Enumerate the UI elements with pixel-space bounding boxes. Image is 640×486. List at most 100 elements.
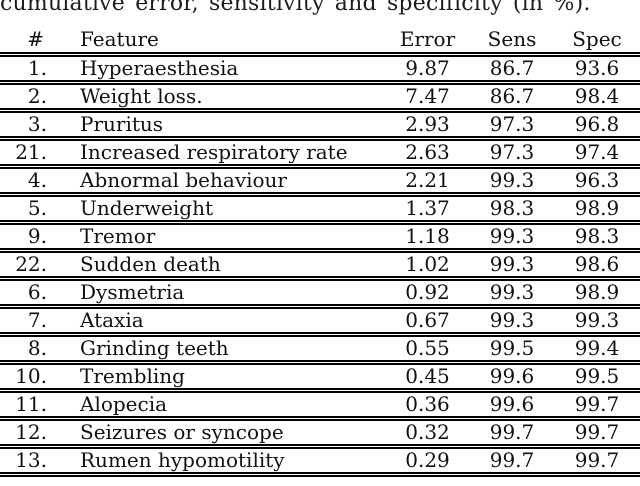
cell-sens: 99.7 xyxy=(489,448,535,472)
table-row: 3. Pruritus 2.93 97.3 96.8 xyxy=(0,110,640,138)
cell-spec: 96.8 xyxy=(574,112,620,136)
cell-sens: 86.7 xyxy=(489,56,535,80)
header-row: # Feature Error Sens Spec xyxy=(0,27,640,54)
table-row: 22. Sudden death 1.02 99.3 98.6 xyxy=(0,250,640,278)
results-table: # Feature Error Sens Spec 1. Hyperaesthe… xyxy=(0,27,640,477)
cell-feature: Alopecia xyxy=(80,392,168,416)
table-row: 21. Increased respiratory rate 2.63 97.3… xyxy=(0,138,640,166)
cell-spec: 99.4 xyxy=(574,336,620,360)
cell-number: 13. xyxy=(15,448,47,472)
column-header-number: # xyxy=(27,27,44,52)
cell-number: 6. xyxy=(27,280,47,304)
cell-feature: Trembling xyxy=(80,364,185,388)
cell-feature: Abnormal behaviour xyxy=(80,168,287,192)
cell-feature: Ataxia xyxy=(80,308,144,332)
cell-number: 11. xyxy=(15,392,47,416)
table-row: 2. Weight loss. 7.47 86.7 98.4 xyxy=(0,82,640,110)
cell-number: 21. xyxy=(15,140,47,164)
cell-feature: Dysmetria xyxy=(80,280,185,304)
cell-sens: 97.3 xyxy=(489,112,535,136)
table-row: 11. Alopecia 0.36 99.6 99.7 xyxy=(0,390,640,418)
cell-number: 3. xyxy=(27,112,47,136)
cell-spec: 98.9 xyxy=(574,280,620,304)
table-caption-clip: cumulative error, sensitivity and specif… xyxy=(0,0,640,20)
cell-spec: 98.4 xyxy=(574,84,620,108)
cell-feature: Sudden death xyxy=(80,252,221,276)
cell-error: 0.55 xyxy=(405,336,450,360)
cell-error: 1.02 xyxy=(405,252,450,276)
cell-error: 1.18 xyxy=(405,224,450,248)
column-header-feature: Feature xyxy=(80,27,159,52)
cell-sens: 99.3 xyxy=(489,224,535,248)
cell-number: 12. xyxy=(15,420,47,444)
cell-feature: Hyperaesthesia xyxy=(80,56,239,80)
table-row: 13. Rumen hypomotility 0.29 99.7 99.7 xyxy=(0,446,640,474)
cell-sens: 99.3 xyxy=(489,168,535,192)
table-row: 7. Ataxia 0.67 99.3 99.3 xyxy=(0,306,640,334)
cell-spec: 97.4 xyxy=(574,140,620,164)
cell-sens: 99.6 xyxy=(489,364,535,388)
cell-number: 4. xyxy=(27,168,47,192)
cell-sens: 99.7 xyxy=(489,420,535,444)
table-row: 6. Dysmetria 0.92 99.3 98.9 xyxy=(0,278,640,306)
cell-spec: 99.7 xyxy=(574,392,620,416)
cell-error: 0.36 xyxy=(405,392,450,416)
cell-feature: Seizures or syncope xyxy=(80,420,284,444)
cell-number: 8. xyxy=(27,336,47,360)
cell-feature: Pruritus xyxy=(80,112,164,136)
cell-feature: Weight loss. xyxy=(80,84,203,108)
column-header-error: Error xyxy=(399,27,456,52)
cell-sens: 97.3 xyxy=(489,140,535,164)
cell-feature: Grinding teeth xyxy=(80,336,229,360)
cell-error: 0.45 xyxy=(405,364,450,388)
cell-error: 0.32 xyxy=(405,420,450,444)
column-header-sens: Sens xyxy=(487,27,537,52)
cell-error: 2.93 xyxy=(405,112,450,136)
cell-feature: Underweight xyxy=(80,196,214,220)
table-row: 1. Hyperaesthesia 9.87 86.7 93.6 xyxy=(0,54,640,82)
table-caption: cumulative error, sensitivity and specif… xyxy=(0,0,591,16)
cell-spec: 96.3 xyxy=(574,168,620,192)
cell-number: 7. xyxy=(27,308,47,332)
cell-error: 2.21 xyxy=(405,168,450,192)
cell-sens: 86.7 xyxy=(489,84,535,108)
table-row: 4. Abnormal behaviour 2.21 99.3 96.3 xyxy=(0,166,640,194)
cell-sens: 99.5 xyxy=(489,336,535,360)
table-row: 5. Underweight 1.37 98.3 98.9 xyxy=(0,194,640,222)
table-row: 8. Grinding teeth 0.55 99.5 99.4 xyxy=(0,334,640,362)
cell-spec: 99.7 xyxy=(574,420,620,444)
cell-spec: 99.3 xyxy=(574,308,620,332)
cell-number: 1. xyxy=(27,56,47,80)
cell-spec: 99.7 xyxy=(574,448,620,472)
cell-spec: 98.3 xyxy=(574,224,620,248)
cell-number: 22. xyxy=(15,252,47,276)
cell-error: 0.92 xyxy=(405,280,450,304)
cell-error: 1.37 xyxy=(405,196,450,220)
cell-error: 0.67 xyxy=(405,308,450,332)
cell-sens: 99.3 xyxy=(489,280,535,304)
cell-error: 7.47 xyxy=(405,84,450,108)
cell-spec: 99.5 xyxy=(574,364,620,388)
cell-error: 2.63 xyxy=(405,140,450,164)
table-row: 12. Seizures or syncope 0.32 99.7 99.7 xyxy=(0,418,640,446)
cell-error: 9.87 xyxy=(405,56,450,80)
cell-number: 10. xyxy=(15,364,47,388)
cell-sens: 99.3 xyxy=(489,308,535,332)
cell-spec: 93.6 xyxy=(574,56,620,80)
cell-sens: 99.3 xyxy=(489,252,535,276)
cell-number: 5. xyxy=(27,196,47,220)
cell-sens: 99.6 xyxy=(489,392,535,416)
cell-spec: 98.6 xyxy=(574,252,620,276)
cell-spec: 98.9 xyxy=(574,196,620,220)
cell-sens: 98.3 xyxy=(489,196,535,220)
column-header-spec: Spec xyxy=(572,27,622,52)
cell-error: 0.29 xyxy=(405,448,450,472)
table-header: # Feature Error Sens Spec xyxy=(0,27,640,54)
table-row: 10. Trembling 0.45 99.6 99.5 xyxy=(0,362,640,390)
cell-feature: Increased respiratory rate xyxy=(80,140,348,164)
table-row: 9. Tremor 1.18 99.3 98.3 xyxy=(0,222,640,250)
cell-number: 9. xyxy=(27,224,47,248)
table-body: 1. Hyperaesthesia 9.87 86.7 93.6 2. Weig… xyxy=(0,54,640,474)
cell-feature: Rumen hypomotility xyxy=(80,448,285,472)
